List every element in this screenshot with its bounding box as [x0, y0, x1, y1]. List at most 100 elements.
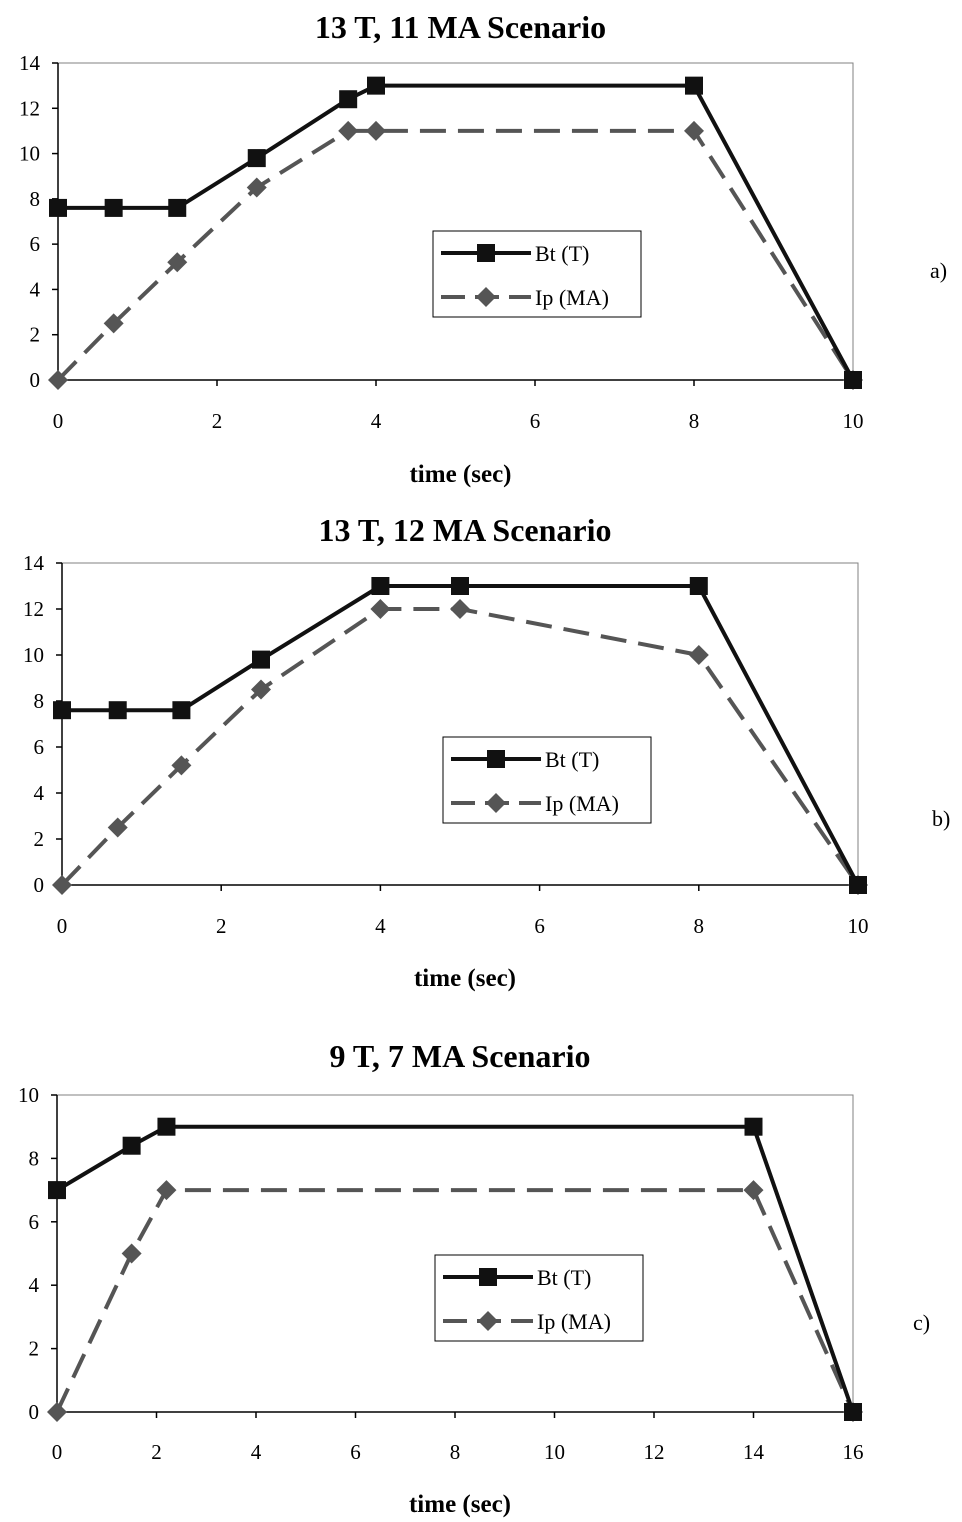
data-point-bt — [122, 1136, 141, 1155]
x-tick-label: 0 — [57, 914, 68, 938]
chart-panel-c: 9 T, 7 MA Scenario 0 2 4 6 8 10 0 2 4 6 8 10 12 14 16 ti… — [18, 1038, 930, 1518]
x-tick-label: 10 — [843, 409, 864, 433]
y-tick-label: 12 — [19, 96, 40, 120]
x-tick-label: 8 — [694, 914, 705, 938]
chart-panel-a: 13 T, 11 MA Scenario 0 2 4 6 8 10 12 14 0 2 4 6 8 10 ti… — [19, 9, 947, 488]
chart-panel-b: 13 T, 12 MA Scenario 0 2 4 6 8 10 12 14 0 2 4 6 8 10 ti… — [23, 512, 950, 992]
data-point-ip — [366, 120, 386, 141]
y-tick-label: 4 — [34, 781, 45, 805]
data-point-bt — [108, 701, 127, 720]
x-tick-label: 6 — [534, 914, 545, 938]
data-point-ip — [47, 1402, 67, 1422]
data-point-ip — [52, 875, 72, 895]
data-point-ip — [370, 599, 391, 619]
x-tick-label: 0 — [52, 1440, 63, 1464]
legend-label: Ip (MA) — [535, 285, 609, 310]
data-point-bt — [744, 1117, 763, 1136]
legend-marker-ip — [476, 287, 496, 307]
plot-area — [56, 1094, 854, 1413]
legend-marker-ip — [478, 1311, 498, 1331]
data-point-ip — [684, 120, 704, 141]
y-tick-label: 8 — [34, 689, 45, 713]
data-point-ip — [107, 817, 128, 838]
legend-box — [434, 1254, 644, 1342]
legend-label: Ip (MA) — [537, 1309, 611, 1334]
y-tick-label: 14 — [23, 551, 45, 575]
legend-label: Ip (MA) — [545, 791, 619, 816]
x-tick-label: 8 — [689, 409, 700, 433]
y-tick-label: 8 — [29, 1146, 40, 1170]
data-point-bt — [849, 876, 867, 894]
legend: Bt (T) Ip (MA) — [434, 1254, 644, 1342]
x-tick-label: 10 — [544, 1440, 565, 1464]
data-point-bt — [844, 371, 862, 389]
plot-area — [57, 62, 854, 381]
chart-title: 13 T, 12 MA Scenario — [318, 512, 611, 548]
data-point-ip — [156, 1180, 177, 1201]
x-axis-label: time (sec) — [409, 461, 511, 488]
panel-label: a) — [930, 258, 947, 283]
legend-box — [442, 736, 652, 824]
data-point-bt — [49, 198, 67, 217]
series-line-ip — [56, 128, 855, 382]
y-tick-label: 2 — [29, 1337, 40, 1361]
legend-marker-bt — [479, 1268, 497, 1286]
y-tick-label: 2 — [34, 827, 45, 851]
chart-title: 9 T, 7 MA Scenario — [329, 1038, 590, 1074]
y-tick-label: 6 — [29, 1210, 40, 1234]
y-tick-label: 14 — [19, 51, 41, 75]
y-tick-label: 4 — [29, 1273, 40, 1297]
data-point-ip — [246, 177, 267, 198]
y-tick-label: 10 — [19, 142, 40, 166]
x-tick-label: 2 — [212, 409, 223, 433]
x-tick-label: 2 — [216, 914, 227, 938]
data-point-bt — [48, 1181, 66, 1200]
data-point-bt — [685, 76, 703, 95]
y-tick-label: 10 — [23, 643, 44, 667]
y-tick-label: 10 — [18, 1083, 39, 1107]
x-tick-label: 12 — [644, 1440, 665, 1464]
x-tick-label: 6 — [350, 1440, 361, 1464]
data-point-ip — [121, 1243, 142, 1264]
data-point-ip — [251, 679, 271, 700]
x-axis-label: time (sec) — [409, 1491, 511, 1518]
data-point-bt — [339, 90, 358, 109]
legend: Bt (T) Ip (MA) — [442, 736, 652, 824]
x-tick-label: 6 — [530, 409, 541, 433]
data-point-bt — [451, 577, 469, 595]
legend-label: Bt (T) — [535, 241, 589, 266]
y-tick-label: 6 — [34, 735, 45, 759]
chart-title: 13 T, 11 MA Scenario — [315, 9, 606, 45]
data-point-ip — [450, 599, 470, 619]
series-line-bt — [58, 83, 855, 381]
panel-label: c) — [913, 1310, 930, 1335]
series-line-bt — [62, 584, 860, 886]
data-point-bt — [53, 701, 71, 720]
y-tick-label: 8 — [30, 187, 41, 211]
data-point-bt — [247, 149, 266, 168]
x-tick-label: 0 — [53, 409, 64, 433]
data-point-ip — [48, 370, 68, 390]
x-tick-label: 8 — [450, 1440, 461, 1464]
x-tick-label: 4 — [375, 914, 386, 938]
x-tick-label: 14 — [743, 1440, 765, 1464]
x-axis-label: time (sec) — [414, 965, 516, 992]
data-point-bt — [844, 1403, 862, 1421]
data-point-bt — [172, 701, 191, 720]
data-point-bt — [157, 1117, 176, 1136]
panel-label: b) — [932, 806, 950, 831]
data-point-bt — [689, 577, 708, 595]
legend: Bt (T) Ip (MA) — [432, 230, 642, 318]
data-point-bt — [371, 577, 390, 595]
data-point-bt — [104, 198, 123, 217]
legend-marker-ip — [486, 793, 506, 813]
x-tick-label: 16 — [843, 1440, 864, 1464]
data-point-ip — [171, 755, 192, 776]
data-point-ip — [167, 252, 188, 273]
y-tick-label: 4 — [30, 277, 41, 301]
series-line-ip — [60, 607, 860, 887]
legend-label: Bt (T) — [545, 747, 599, 772]
legend-box — [432, 230, 642, 318]
y-tick-label: 6 — [30, 232, 41, 256]
y-tick-label: 12 — [23, 597, 44, 621]
